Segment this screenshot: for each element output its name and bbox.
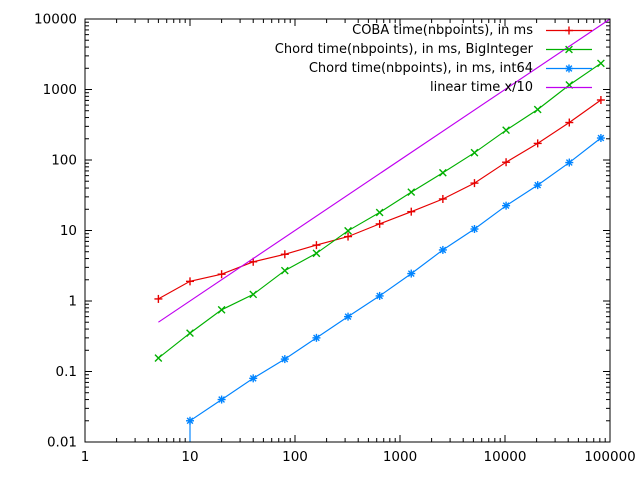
y-tick-label: 1000 — [43, 82, 77, 98]
legend-sample-coba — [546, 26, 592, 35]
y-tick-label: 1 — [68, 294, 77, 310]
x-tick-label: 1 — [81, 449, 90, 465]
plot-border — [84, 18, 611, 443]
y-tick-label: 100 — [51, 153, 77, 169]
y-tick-label: 0.1 — [56, 364, 77, 380]
series-markers-1 — [154, 59, 605, 362]
y-tick-label: 10 — [60, 223, 77, 239]
x-tick-label: 1000 — [383, 449, 417, 465]
legend-label-chord-biginteger: Chord time(nbpoints), in ms, BigInteger — [274, 42, 533, 57]
series-0 — [158, 99, 602, 300]
y-tick-label: 10000 — [34, 12, 77, 28]
series-line-1 — [158, 62, 602, 359]
series-markers-2 — [186, 134, 605, 425]
axis-ticks — [84, 18, 611, 443]
legend-label-coba: COBA time(nbpoints), in ms — [352, 23, 533, 38]
x-tick-label: 100 — [282, 449, 308, 465]
series-3 — [158, 18, 611, 323]
legend: COBA time(nbpoints), in ms Chord time(nb… — [275, 21, 592, 97]
legend-item-linear-time: linear time x/10 — [430, 78, 592, 97]
x-tick-label: 10000 — [484, 449, 527, 465]
legend-sample-chord-int64 — [546, 64, 592, 73]
legend-label-chord-int64: Chord time(nbpoints), in ms, int64 — [308, 61, 533, 76]
legend-item-chord-int64: Chord time(nbpoints), in ms, int64 — [309, 59, 592, 78]
legend-sample-chord-biginteger — [546, 45, 592, 54]
series-line-0 — [158, 99, 602, 300]
series-line-3 — [158, 18, 611, 323]
tick-labels: 1 10 100 1000 10000 100000 10000 1000 100 10 1 0.1 0… — [34, 12, 636, 466]
series-1 — [158, 62, 602, 359]
x-tick-label: 10 — [181, 449, 198, 465]
series-markers-0 — [154, 95, 605, 303]
legend-item-chord-biginteger: Chord time(nbpoints), in ms, BigInteger — [275, 40, 592, 59]
x-tick-label: 100000 — [584, 449, 636, 465]
legend-item-coba: COBA time(nbpoints), in ms — [352, 21, 592, 40]
legend-sample-linear-time — [546, 86, 592, 89]
y-tick-label: 0.01 — [47, 435, 77, 451]
legend-label-linear-time: linear time x/10 — [429, 80, 533, 95]
